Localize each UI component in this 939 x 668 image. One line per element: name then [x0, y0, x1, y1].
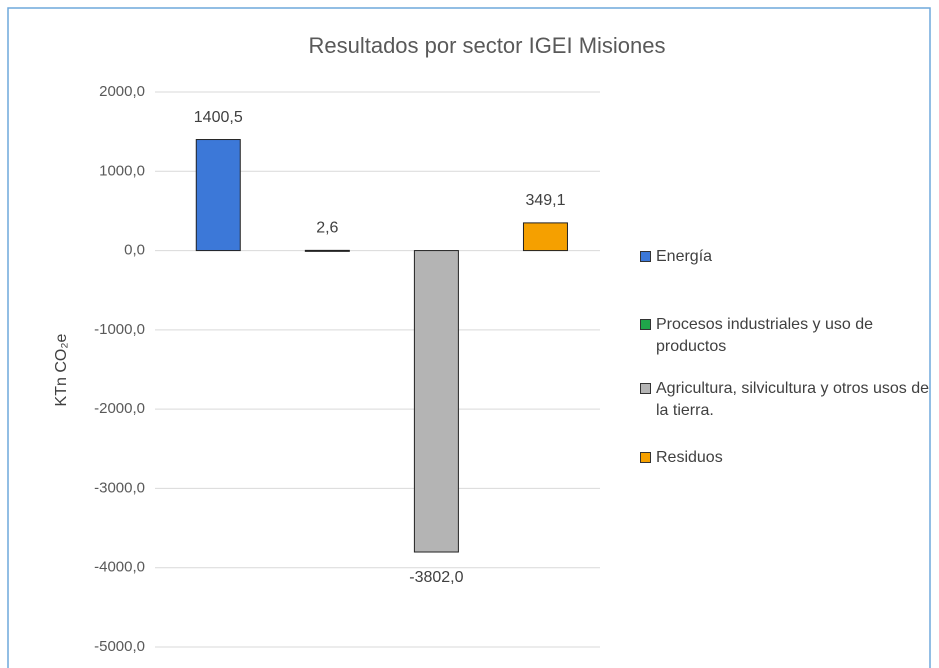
legend-swatch	[640, 319, 651, 330]
y-axis-label: KTn CO₂e	[53, 333, 70, 406]
bar	[522, 222, 568, 252]
chart-title: Resultados por sector IGEI Misiones	[308, 33, 665, 58]
y-tick-label: -4000,0	[94, 559, 145, 576]
y-tick-label: 1000,0	[99, 162, 145, 179]
y-tick-label: -2000,0	[94, 400, 145, 417]
legend-swatch	[640, 452, 651, 463]
bar	[413, 250, 459, 553]
legend-item: Procesos industriales y uso de productos	[640, 314, 930, 358]
legend-label: Energía	[656, 248, 713, 265]
legend-item: Energía	[640, 246, 930, 268]
legend-swatch	[640, 383, 651, 394]
legend-item: Agricultura, silvicultura y otros usos d…	[640, 378, 930, 422]
legend-label: Agricultura, silvicultura y otros usos d…	[656, 380, 929, 419]
y-tick-label: 2000,0	[99, 83, 145, 100]
y-tick-label: -1000,0	[94, 321, 145, 338]
y-tick-label: 0,0	[124, 242, 145, 259]
legend-swatch	[640, 251, 651, 262]
chart-frame	[7, 7, 931, 668]
bar	[304, 249, 350, 252]
legend-item: Residuos	[640, 447, 930, 469]
data-label: 349,1	[525, 192, 565, 209]
bar	[195, 139, 241, 252]
legend-label: Procesos industriales y uso de productos	[656, 316, 873, 355]
data-label: 1400,5	[194, 109, 243, 126]
data-label: 2,6	[316, 220, 338, 237]
data-label: -3802,0	[409, 569, 463, 586]
legend-label: Residuos	[656, 449, 723, 466]
y-tick-label: -3000,0	[94, 479, 145, 496]
y-tick-label: -5000,0	[94, 638, 145, 655]
